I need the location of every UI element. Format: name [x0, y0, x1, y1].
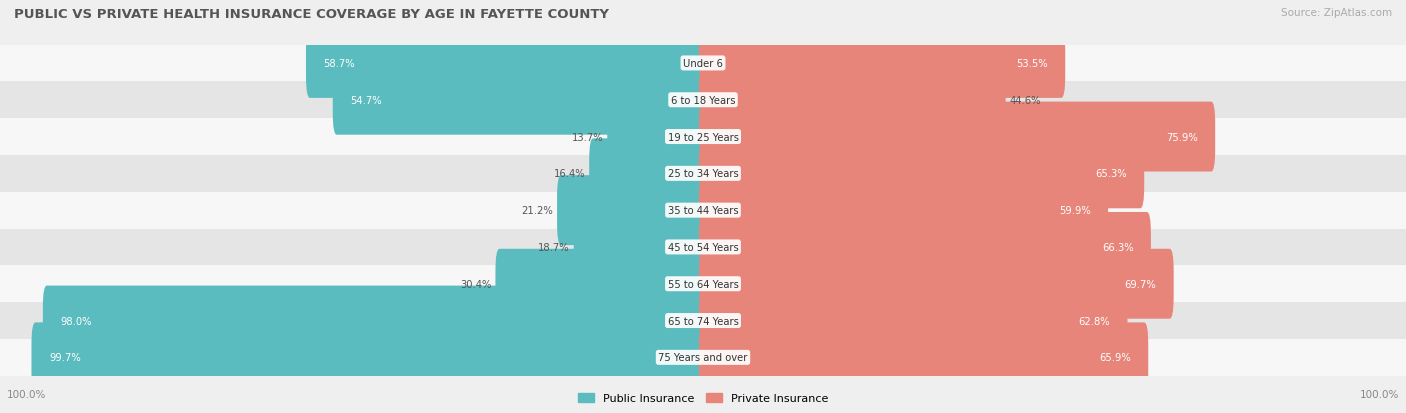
FancyBboxPatch shape [699, 139, 1144, 209]
Text: 75.9%: 75.9% [1166, 132, 1198, 142]
Text: 16.4%: 16.4% [554, 169, 585, 179]
Text: 100.0%: 100.0% [1360, 389, 1399, 399]
Bar [0, 119, 1406, 156]
Text: 59.9%: 59.9% [1059, 206, 1091, 216]
Text: 21.2%: 21.2% [522, 206, 553, 216]
Text: 75 Years and over: 75 Years and over [658, 352, 748, 363]
FancyBboxPatch shape [699, 286, 1128, 356]
FancyBboxPatch shape [307, 29, 707, 99]
FancyBboxPatch shape [589, 139, 707, 209]
Bar [0, 339, 1406, 376]
Legend: Public Insurance, Private Insurance: Public Insurance, Private Insurance [574, 388, 832, 408]
Text: 13.7%: 13.7% [572, 132, 603, 142]
FancyBboxPatch shape [607, 102, 707, 172]
Bar [0, 45, 1406, 82]
Text: 45 to 54 Years: 45 to 54 Years [668, 242, 738, 252]
Text: 35 to 44 Years: 35 to 44 Years [668, 206, 738, 216]
Bar [0, 229, 1406, 266]
Text: 98.0%: 98.0% [60, 316, 91, 326]
Text: 54.7%: 54.7% [350, 95, 382, 105]
FancyBboxPatch shape [699, 249, 1174, 319]
FancyBboxPatch shape [557, 176, 707, 245]
Text: 30.4%: 30.4% [460, 279, 492, 289]
Text: 65 to 74 Years: 65 to 74 Years [668, 316, 738, 326]
FancyBboxPatch shape [699, 102, 1215, 172]
Text: 25 to 34 Years: 25 to 34 Years [668, 169, 738, 179]
Text: 66.3%: 66.3% [1102, 242, 1133, 252]
Text: 65.9%: 65.9% [1099, 352, 1130, 363]
FancyBboxPatch shape [495, 249, 707, 319]
Bar [0, 266, 1406, 302]
Text: Under 6: Under 6 [683, 59, 723, 69]
Text: 44.6%: 44.6% [1010, 95, 1040, 105]
FancyBboxPatch shape [699, 66, 1005, 135]
Text: 99.7%: 99.7% [49, 352, 80, 363]
FancyBboxPatch shape [31, 323, 707, 392]
FancyBboxPatch shape [699, 29, 1066, 99]
Bar [0, 302, 1406, 339]
Text: 53.5%: 53.5% [1017, 59, 1047, 69]
Bar [0, 82, 1406, 119]
FancyBboxPatch shape [574, 212, 707, 282]
Text: 100.0%: 100.0% [7, 389, 46, 399]
Text: 19 to 25 Years: 19 to 25 Years [668, 132, 738, 142]
Text: 6 to 18 Years: 6 to 18 Years [671, 95, 735, 105]
Text: 58.7%: 58.7% [323, 59, 354, 69]
Text: 62.8%: 62.8% [1078, 316, 1111, 326]
Bar [0, 156, 1406, 192]
Text: 55 to 64 Years: 55 to 64 Years [668, 279, 738, 289]
FancyBboxPatch shape [699, 176, 1108, 245]
Text: 69.7%: 69.7% [1125, 279, 1156, 289]
Bar [0, 192, 1406, 229]
FancyBboxPatch shape [699, 212, 1152, 282]
FancyBboxPatch shape [333, 66, 707, 135]
Text: 18.7%: 18.7% [538, 242, 569, 252]
FancyBboxPatch shape [699, 323, 1149, 392]
Text: PUBLIC VS PRIVATE HEALTH INSURANCE COVERAGE BY AGE IN FAYETTE COUNTY: PUBLIC VS PRIVATE HEALTH INSURANCE COVER… [14, 8, 609, 21]
Text: 65.3%: 65.3% [1095, 169, 1126, 179]
Text: Source: ZipAtlas.com: Source: ZipAtlas.com [1281, 8, 1392, 18]
FancyBboxPatch shape [42, 286, 707, 356]
